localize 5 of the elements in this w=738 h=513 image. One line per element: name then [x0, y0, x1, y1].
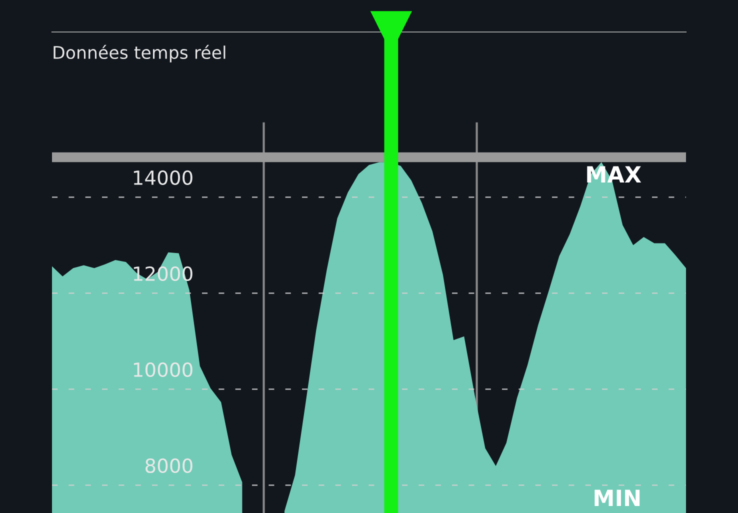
y-tick-label: 14000 [134, 170, 192, 186]
text: Données temps réel [54, 44, 226, 62]
annotation: MIN [594, 490, 640, 506]
y-tick-label: 10000 [134, 362, 192, 378]
y-tick-label: 8000 [146, 458, 192, 474]
